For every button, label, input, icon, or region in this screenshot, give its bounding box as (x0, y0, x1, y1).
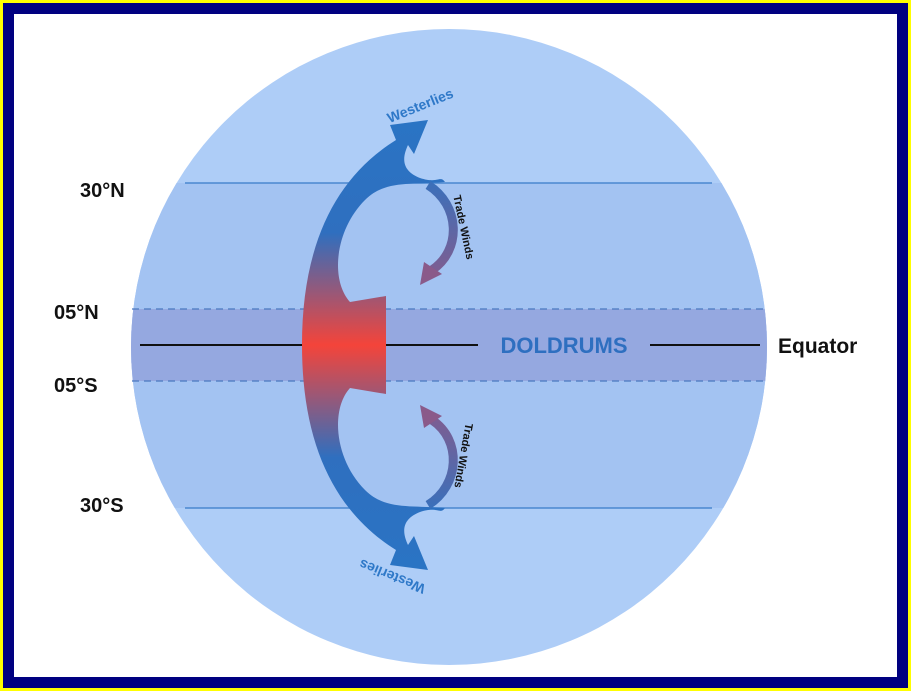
page: {"latitude_labels": ["30°N", "05°N", "05… (0, 0, 911, 691)
equator-label: Equator (778, 335, 857, 358)
latitude-label: 30°S (80, 495, 124, 517)
latitude-label: 05°N (54, 302, 99, 324)
band-label: DOLDRUMS (500, 333, 627, 358)
latitude-label: 30°N (80, 180, 125, 202)
diagram: 30°N 05°N 05°S 30°S DOLDRUMS Equator Wes… (0, 0, 911, 691)
latitude-label: 05°S (54, 375, 98, 397)
